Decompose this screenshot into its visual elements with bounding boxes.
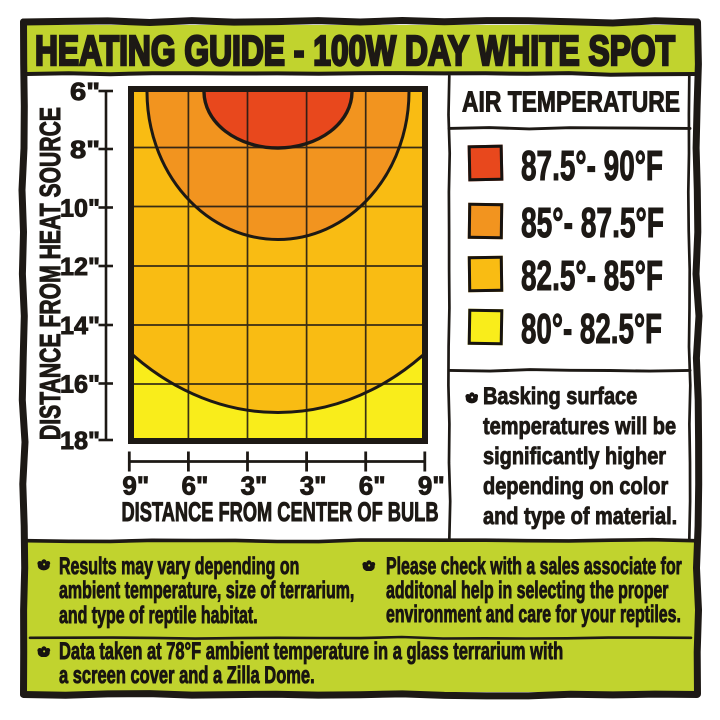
svg-text:3": 3" bbox=[241, 471, 268, 501]
svg-text:AIR TEMPERATURE: AIR TEMPERATURE bbox=[462, 87, 680, 119]
svg-text:10": 10" bbox=[60, 195, 100, 223]
svg-text:HEATING GUIDE - 100W DAY WHITE: HEATING GUIDE - 100W DAY WHITE SPOT bbox=[35, 27, 675, 74]
svg-text:9": 9" bbox=[418, 471, 445, 501]
svg-text:14": 14" bbox=[60, 312, 100, 340]
svg-text:DISTANCE FROM CENTER OF BULB: DISTANCE FROM CENTER OF BULB bbox=[122, 497, 439, 527]
svg-text:8": 8" bbox=[70, 136, 100, 164]
svg-text:85°- 87.5°F: 85°- 87.5°F bbox=[521, 199, 664, 246]
svg-text:6": 6" bbox=[70, 78, 100, 106]
svg-text:6": 6" bbox=[359, 471, 386, 501]
svg-text:16": 16" bbox=[60, 371, 100, 399]
svg-text:6": 6" bbox=[182, 471, 209, 501]
svg-text:9": 9" bbox=[122, 471, 149, 501]
svg-text:82.5°- 85°F: 82.5°- 85°F bbox=[521, 252, 663, 299]
svg-text:12": 12" bbox=[60, 253, 100, 281]
svg-text:87.5°- 90°F: 87.5°- 90°F bbox=[521, 142, 663, 189]
svg-text:3": 3" bbox=[300, 471, 327, 501]
svg-text:18": 18" bbox=[60, 427, 100, 455]
svg-text:80°- 82.5°F: 80°- 82.5°F bbox=[521, 305, 662, 352]
svg-text:DISTANCE FROM HEAT SOURCE: DISTANCE FROM HEAT SOURCE bbox=[35, 107, 67, 440]
